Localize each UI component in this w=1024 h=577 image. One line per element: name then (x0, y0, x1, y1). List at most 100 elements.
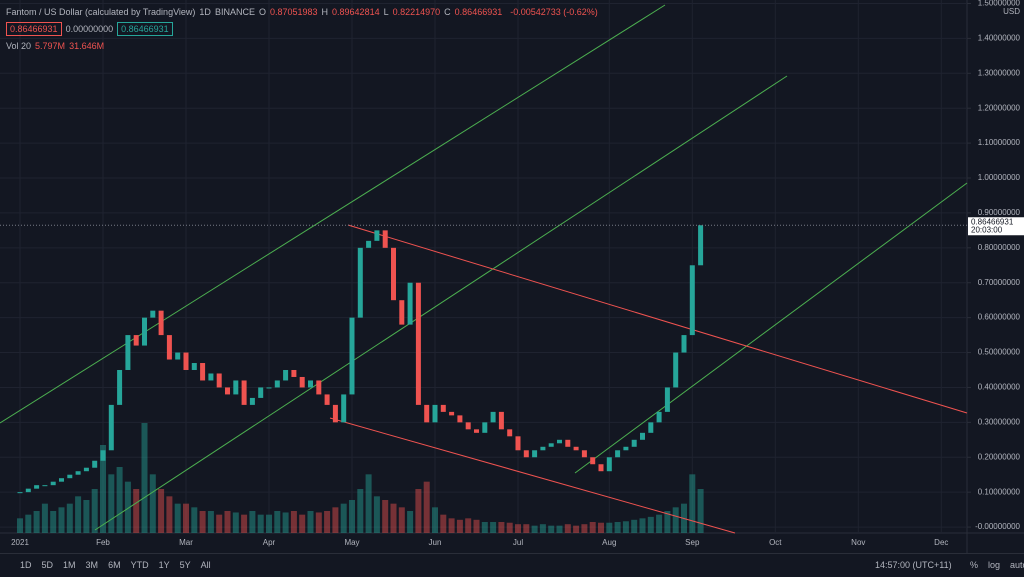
volume-value: 5.797M (35, 41, 66, 51)
candle (133, 335, 139, 346)
ohlc-value: 0.86466931 (454, 7, 503, 17)
volume-bar (556, 525, 563, 533)
y-tick-label: 1.10000000 (978, 138, 1021, 147)
volume-bar (407, 511, 414, 533)
y-tick-label: 0.20000000 (978, 452, 1021, 461)
candle (540, 446, 546, 451)
candle (150, 310, 156, 318)
trendline (329, 417, 736, 534)
volume-bar (606, 522, 613, 533)
volume-bar (100, 445, 106, 533)
candle (664, 387, 670, 412)
candle (548, 443, 554, 447)
range-button[interactable]: 6M (108, 560, 121, 570)
volume-bar (672, 507, 679, 533)
range-button[interactable]: All (200, 560, 211, 570)
range-button[interactable]: 1Y (158, 560, 170, 570)
volume-bar (241, 514, 248, 533)
volume-bar (432, 507, 438, 533)
ohlc-label: L (383, 7, 389, 17)
volume-bar (481, 522, 488, 533)
volume-bar (523, 524, 530, 533)
candle (357, 247, 363, 318)
volume-bar (506, 522, 513, 533)
scale-option[interactable]: auto (1010, 560, 1024, 570)
x-tick-label: Oct (769, 538, 782, 547)
candle (316, 380, 322, 395)
volume-bar (274, 511, 281, 533)
volume-bar (83, 500, 90, 533)
volume-bar (539, 524, 546, 533)
candle (25, 488, 31, 493)
candle (374, 230, 380, 241)
candle (200, 363, 206, 381)
box-row: 0.86466931 0.00000000 0.86466931 (6, 21, 602, 38)
volume-label: Vol 20 (6, 41, 32, 51)
price-scale-bg (967, 0, 1024, 553)
y-tick-label: 1.00000000 (978, 173, 1021, 182)
candle (681, 335, 687, 353)
range-button[interactable]: 5D (41, 560, 54, 570)
volume-bar (191, 507, 198, 533)
range-button[interactable]: 1D (20, 560, 32, 570)
candle (590, 457, 596, 465)
volume-bar (158, 489, 165, 533)
x-tick-label: Jun (429, 538, 442, 547)
volume-bar (75, 496, 82, 533)
volume-row: Vol 20 5.797M 31.646M (6, 38, 602, 55)
candle (573, 446, 579, 451)
x-tick-label: May (344, 538, 359, 547)
candle (640, 432, 645, 440)
candle (216, 373, 222, 388)
x-tick-label: Feb (96, 538, 110, 547)
volume-bar (365, 474, 372, 533)
volume-bar (423, 481, 430, 533)
volume-bar (622, 521, 629, 533)
volume-bar (656, 514, 663, 533)
candle (183, 352, 189, 370)
candle (125, 335, 131, 370)
candle (283, 369, 289, 381)
ohlc-value: 0.82214970 (392, 7, 441, 17)
volume-bar (332, 507, 339, 533)
range-button[interactable]: 1M (63, 560, 76, 570)
volume-bar (456, 519, 463, 533)
volume-bar (66, 503, 73, 533)
volume-bar (108, 474, 115, 533)
volume-bar (266, 514, 272, 533)
volume-bar (639, 518, 646, 533)
legend: Fantom / US Dollar (calculated by Tradin… (6, 4, 602, 55)
ask[interactable]: 0.86466931 (117, 22, 173, 36)
volume-bar (58, 507, 65, 533)
range-button[interactable]: 5Y (179, 560, 191, 570)
x-tick-label: 2021 (11, 538, 29, 547)
scale-option[interactable]: % (970, 560, 979, 570)
ohlc-value: 0.89642814 (332, 7, 380, 17)
candle (474, 429, 479, 433)
candle (606, 457, 612, 472)
volume-bar (257, 514, 264, 533)
volume-bar (249, 511, 256, 533)
candle (615, 450, 621, 458)
candle (308, 380, 313, 388)
candle (507, 429, 513, 437)
volume-bar (91, 489, 98, 533)
candle (424, 404, 430, 423)
volume-bar (564, 524, 571, 533)
volume-bar (41, 503, 48, 533)
candle (117, 369, 123, 405)
scale-option[interactable]: log (988, 560, 1001, 570)
range-button[interactable]: YTD (130, 560, 149, 570)
candle (407, 282, 413, 325)
countdown: 20:03:00 (971, 225, 1003, 234)
range-button[interactable]: 3M (85, 560, 99, 570)
volume-bar (149, 474, 156, 533)
volume-bar (373, 496, 380, 533)
candle (457, 415, 463, 423)
candle (515, 436, 521, 451)
volume-bar (17, 518, 23, 533)
candle (50, 481, 56, 486)
bid[interactable]: 0.86466931 (6, 22, 62, 36)
trendline (0, 4, 666, 424)
x-tick-label: Aug (602, 538, 616, 547)
